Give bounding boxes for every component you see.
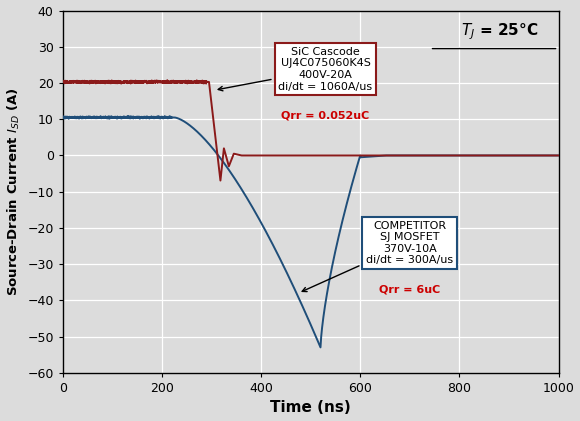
Text: SiC Cascode
UJ4C075060K4S
400V-20A
di/dt = 1060A/us: SiC Cascode UJ4C075060K4S 400V-20A di/dt… xyxy=(218,47,372,92)
Y-axis label: Source-Drain Current $I_{SD}$ (A): Source-Drain Current $I_{SD}$ (A) xyxy=(6,87,21,296)
X-axis label: Time (ns): Time (ns) xyxy=(270,400,351,416)
Text: Qrr = 6uC: Qrr = 6uC xyxy=(379,284,440,294)
Text: COMPETITOR
SJ MOSFET
370V-10A
di/dt = 300A/us: COMPETITOR SJ MOSFET 370V-10A di/dt = 30… xyxy=(302,221,454,292)
Text: Qrr = 0.052uC: Qrr = 0.052uC xyxy=(281,110,369,120)
Text: $T_J$ = 25°C: $T_J$ = 25°C xyxy=(461,21,539,42)
